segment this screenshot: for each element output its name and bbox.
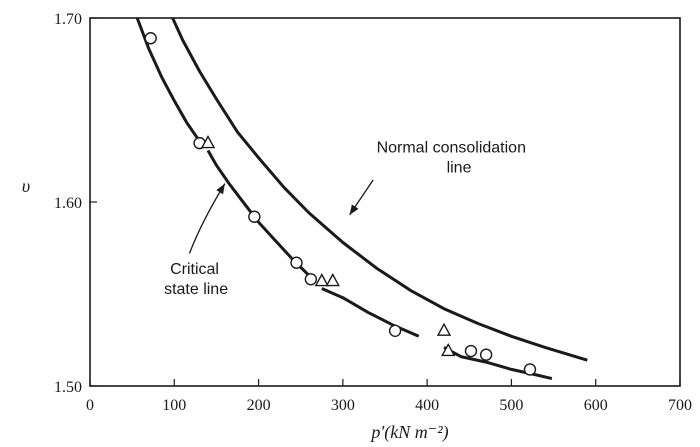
x-tick-label: 500: [499, 397, 523, 414]
y-axis-label: υ: [22, 176, 30, 196]
triangle-data-point: [200, 135, 216, 149]
x-tick-label: 200: [247, 397, 271, 414]
y-tick-label: 1.50: [54, 379, 82, 396]
triangle-data-point: [441, 342, 456, 357]
circle-data-point: [464, 344, 478, 358]
circle-data-point: [523, 363, 537, 376]
critical-state-curve-segment: [321, 287, 420, 338]
normal-consolidation-arrow-head: [349, 204, 359, 215]
triangle-data-point: [325, 273, 340, 287]
triangle-data-point: [314, 273, 329, 287]
critical-state-label-line: Critical: [170, 261, 219, 278]
circle-data-point: [304, 273, 318, 286]
curves-layer: [135, 17, 588, 381]
x-tick-label: 400: [415, 397, 439, 414]
y-tick-label: 1.60: [54, 195, 82, 212]
normal-consolidation-label-line: Normal consolidation: [377, 139, 526, 156]
triangle-data-point: [436, 322, 452, 336]
critical-state-label-line: state line: [164, 281, 228, 298]
critical-state-curve-segment: [206, 149, 311, 277]
x-axis-label: p′(kN m⁻²): [369, 422, 448, 443]
y-tick-label: 1.70: [54, 11, 82, 28]
circle-data-point: [290, 256, 303, 269]
normal-consolidation-curve-segment: [171, 17, 588, 362]
circle-data-point: [144, 32, 157, 45]
plot-frame: [89, 17, 681, 387]
circle-data-point: [248, 210, 261, 223]
x-tick-label: 300: [331, 397, 355, 414]
critical-state-arrow-line: [188, 183, 226, 254]
circle-data-point: [479, 348, 493, 361]
markers-layer: [144, 32, 537, 376]
circle-data-point: [388, 324, 402, 337]
axes-layer: 0 100 200 300 400 500 600 700 1.50 1.60 1.70 p′(kN …: [22, 11, 692, 443]
critical-state-curve-segment: [135, 17, 201, 143]
x-tick-label: 700: [668, 397, 692, 414]
critical-state-arrow-head: [216, 183, 225, 195]
x-tick-label: 0: [86, 397, 94, 414]
critical-state-curve-segment: [443, 346, 553, 381]
x-tick-label: 100: [162, 397, 186, 414]
x-tick-label: 600: [584, 397, 608, 414]
normal-consolidation-label-line: line: [447, 159, 472, 176]
annotation-layer: Normal consolidation line Critical state li…: [164, 139, 526, 297]
